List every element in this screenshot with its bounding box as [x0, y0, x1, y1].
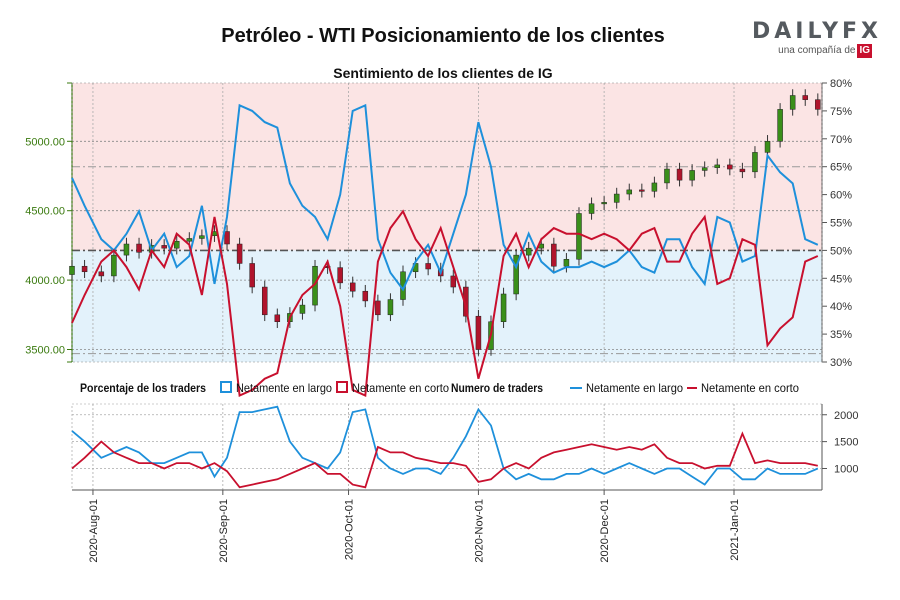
candle-body: [626, 189, 633, 195]
candle-body: [651, 182, 658, 192]
time-tick-label: 2021-Jan-01: [729, 499, 741, 561]
candle-body: [777, 109, 783, 142]
candle-body: [224, 231, 230, 245]
time-tick-label: 2020-Oct-01: [344, 499, 356, 560]
legend-count-long-label: Netamente en largo: [586, 381, 683, 395]
candle-body: [349, 282, 356, 292]
candle-body: [375, 300, 381, 316]
pct-tick-label: 60%: [830, 190, 852, 202]
pct-tick-label: 35%: [830, 329, 852, 341]
candle-body: [701, 167, 708, 171]
candle-body: [425, 263, 431, 270]
candle-body: [727, 164, 733, 170]
candle-body: [199, 235, 205, 239]
candle-body: [463, 286, 469, 317]
count-tick-label: 1500: [834, 437, 858, 449]
candle-body: [714, 164, 721, 168]
candle-body: [689, 170, 695, 181]
pct-tick-label: 80%: [830, 78, 852, 90]
time-tick-label: 2020-Aug-01: [88, 499, 100, 563]
candle-body: [236, 243, 243, 264]
candle-body: [815, 99, 821, 110]
price-tick-label: 3500.00: [25, 345, 65, 357]
long-count-line: [71, 405, 819, 486]
time-tick-label: 2020-Nov-01: [473, 499, 485, 563]
candle-body: [613, 193, 620, 203]
candle-body: [186, 238, 193, 242]
candle-body: [362, 290, 369, 302]
candle-body: [249, 263, 255, 288]
candle-body: [261, 286, 268, 316]
count-tick-label: 1000: [834, 464, 858, 476]
pct-tick-label: 70%: [830, 134, 852, 146]
price-tick-label: 5000.00: [25, 136, 65, 148]
legend-count-short-label: Netamente en corto: [701, 381, 799, 395]
pct-tick-label: 75%: [830, 106, 852, 118]
dailyfx-logo[interactable]: DAILYFX una compañía de IG: [752, 19, 882, 58]
candle-body: [161, 245, 167, 249]
legend-long-label: Netamente en largo: [236, 381, 332, 395]
legend-short-label: Netamente en corto: [352, 381, 449, 395]
brand-wordmark: DAILYFX: [752, 19, 882, 44]
candle-body: [69, 265, 75, 275]
candle-body: [81, 265, 88, 273]
chart-subtitle: Sentimiento de los clientes de IG: [333, 65, 552, 81]
short-pct-line: [71, 209, 819, 397]
candle-body: [601, 202, 607, 205]
legend-short-swatch: [336, 381, 348, 393]
candle-body: [802, 95, 808, 100]
candle-body: [576, 213, 582, 260]
candle-body: [764, 141, 771, 153]
candle-body: [739, 168, 746, 173]
ig-badge: IG: [857, 44, 872, 58]
candle-body: [551, 243, 557, 267]
candle-body: [123, 243, 130, 256]
price-tick-label: 4000.00: [25, 275, 65, 287]
long-zone: [72, 250, 822, 362]
candle-body: [111, 254, 117, 277]
candle-body: [136, 243, 142, 253]
chart-title: Petróleo - WTI Posicionamiento de los cl…: [221, 25, 664, 47]
candle-body: [173, 240, 180, 249]
candle-body: [500, 293, 507, 322]
candle-body: [752, 152, 758, 173]
pct-tick-label: 65%: [830, 162, 852, 174]
candle-body: [450, 275, 457, 288]
long-pct-line: [71, 103, 819, 292]
candle-body: [274, 314, 281, 322]
candle-body: [513, 254, 519, 295]
price-tick-label: 4500.00: [25, 206, 65, 218]
legend-count-title: Numero de traders: [451, 381, 543, 395]
candle-body: [525, 247, 532, 256]
time-tick-label: 2020-Sep-01: [218, 499, 230, 563]
candle-body: [387, 299, 394, 316]
candle-body: [337, 267, 343, 284]
candle-body: [475, 315, 482, 350]
pct-tick-label: 40%: [830, 301, 852, 313]
brand-tagline: una compañía de IG: [752, 44, 872, 58]
legend-long-swatch: [220, 381, 232, 393]
candle-body: [563, 259, 570, 267]
candle-body: [639, 189, 645, 192]
plot-frame: [71, 82, 823, 363]
brand-tagline-text: una compañía de: [778, 45, 856, 56]
pct-tick-label: 55%: [830, 218, 852, 230]
candle-body: [664, 168, 670, 184]
candle-body: [676, 168, 683, 181]
candle-body: [789, 95, 796, 110]
count-tick-label: 2000: [834, 410, 858, 422]
time-tick-label: 2020-Dec-01: [599, 499, 611, 563]
candle-body: [299, 304, 306, 314]
pct-tick-label: 50%: [830, 245, 852, 257]
legend-pct-title: Porcentaje de los traders: [80, 381, 206, 395]
pct-tick-label: 30%: [830, 357, 852, 369]
candle-body: [588, 203, 595, 214]
pct-tick-label: 45%: [830, 273, 852, 285]
short-count-line: [71, 431, 818, 489]
candle-body: [98, 271, 105, 277]
